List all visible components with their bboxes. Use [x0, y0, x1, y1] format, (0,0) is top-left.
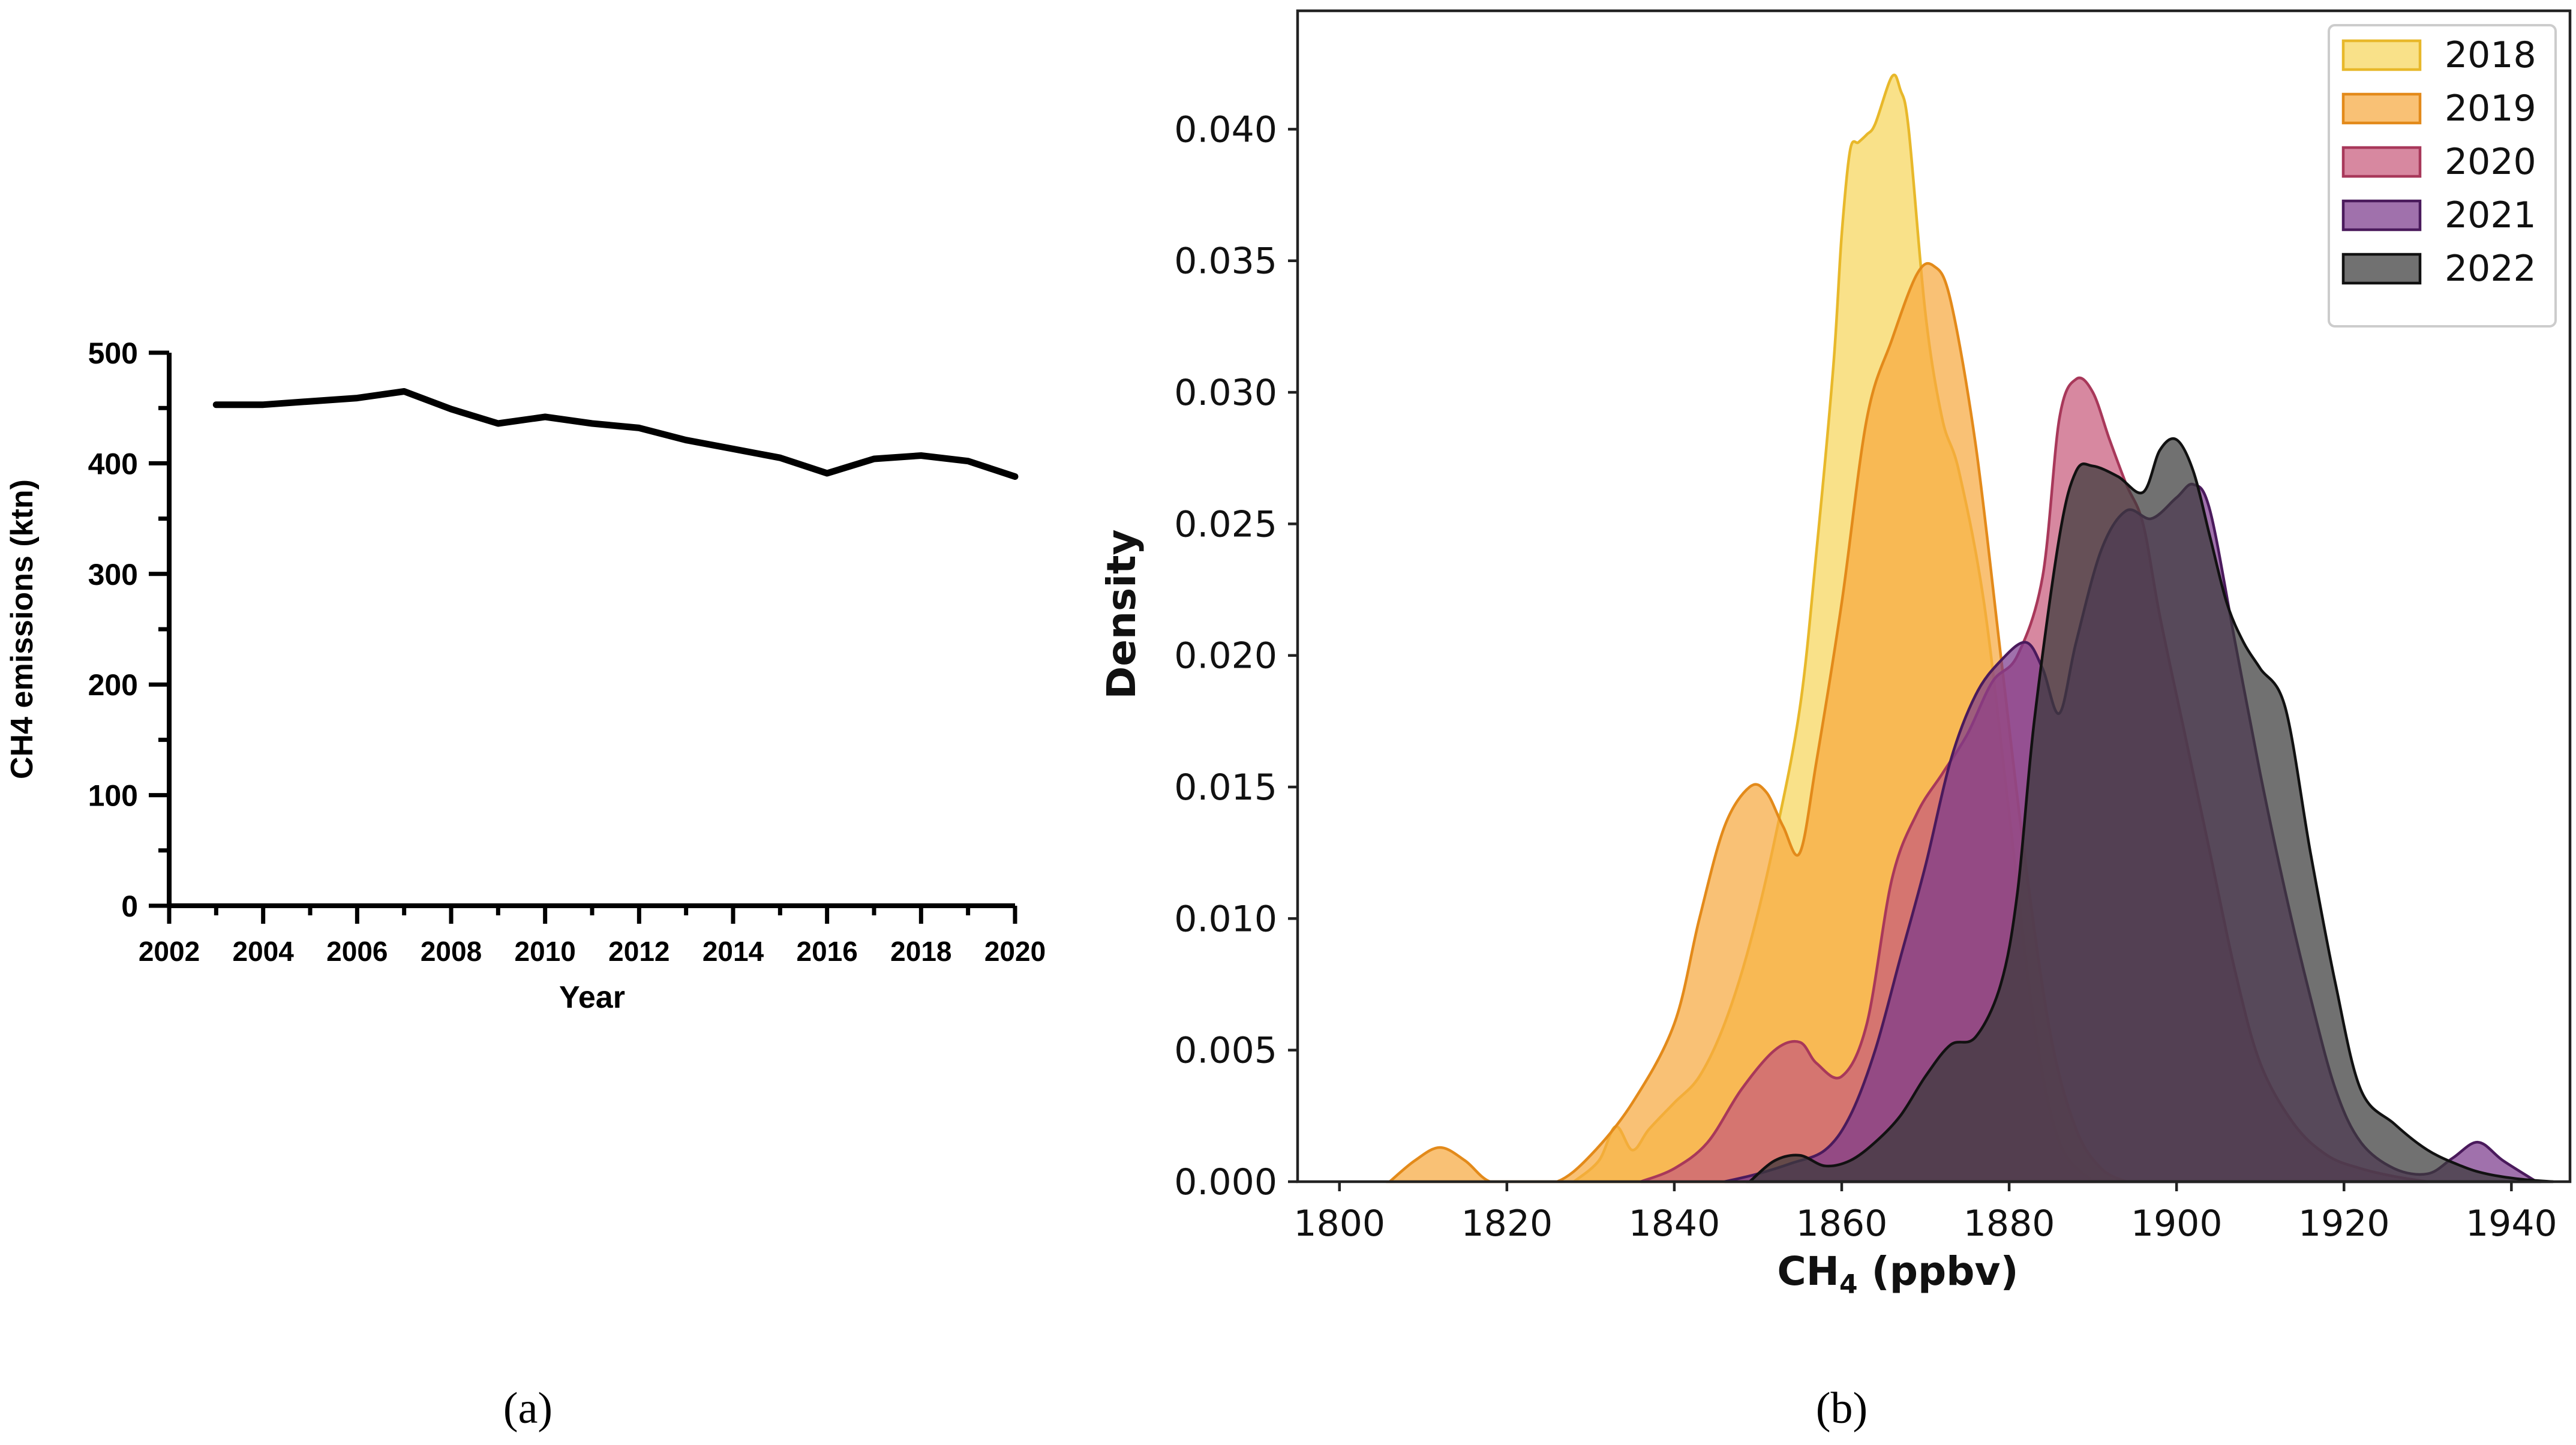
panel-b-x-tick-label: 1940	[2466, 1203, 2557, 1245]
panel-a-x-tick-label: 2014	[702, 936, 764, 967]
legend-swatch-2019	[2341, 92, 2422, 125]
legend-swatch-2018	[2341, 39, 2422, 71]
caption-b: (b)	[1816, 1384, 1868, 1433]
panel-a-x-tick-label: 2006	[326, 936, 388, 967]
legend-label-2019: 2019	[2445, 88, 2536, 130]
panel-a-y-tick-label: 400	[88, 447, 138, 480]
panel-a-x-tick-label: 2010	[514, 936, 575, 967]
panel-b-y-tick-label: 0.000	[1174, 1161, 1277, 1203]
panel-b-y-tick-label: 0.015	[1174, 767, 1277, 809]
panel-b-x-tick-label: 1880	[1963, 1203, 2055, 1245]
panel-a-line-chart: 0 100 200 300 400 500 2002 2004 2006 2008 2010 2012…	[5, 337, 1046, 1015]
panel-b-y-tick-label: 0.030	[1174, 372, 1277, 414]
legend-label-2020: 2020	[2445, 141, 2536, 183]
panel-a-x-tick-label: 2018	[890, 936, 951, 967]
panel-b-x-tick-label: 1840	[1629, 1203, 1721, 1245]
panel-b-y-tick-label: 0.035	[1174, 241, 1277, 283]
panel-a-y-tick-label: 300	[88, 558, 138, 591]
panel-b-y-tick-label: 0.010	[1174, 898, 1277, 940]
panel-a-y-tick-label: 100	[88, 779, 138, 813]
legend-swatch-2021	[2341, 199, 2422, 232]
legend-swatch-2020	[2341, 146, 2422, 178]
panel-b-x-tick-label: 1860	[1796, 1203, 1888, 1245]
density-area-2022	[1746, 437, 2554, 1183]
panel-a-y-tick-label: 0	[121, 890, 138, 923]
panel-a-x-tick-label: 2004	[232, 936, 294, 967]
panel-a-y-axis-label: CH4 emissions (ktn)	[5, 479, 40, 779]
panel-a-x-tick-label: 2002	[139, 936, 200, 967]
panel-b-density-chart: 1800 1820 1840 1860 1880 1900 1920 1940 0.000 0.0…	[1098, 9, 2572, 1300]
panel-b-x-tick-label: 1920	[2298, 1203, 2390, 1245]
panel-b-y-tick-label: 0.005	[1174, 1030, 1277, 1072]
panel-b-y-axis-label: Density	[1098, 529, 1145, 699]
panel-a-x-tick-label: 2020	[984, 936, 1046, 967]
panel-b-legend: 2018 2019 2020 2021 2022	[2328, 24, 2557, 328]
panel-b-y-tick-label: 0.025	[1174, 503, 1277, 545]
legend-label-2021: 2021	[2445, 194, 2536, 236]
caption-a: (a)	[503, 1384, 553, 1433]
panel-b-x-tick-label: 1900	[2131, 1203, 2223, 1245]
panel-b-y-tick-label: 0.040	[1174, 109, 1277, 151]
panel-b-plot-frame	[1296, 9, 2572, 1183]
panel-a-x-tick-label: 2008	[421, 936, 482, 967]
panel-a-y-tick-label: 200	[88, 668, 138, 702]
panel-b-x-tick-label: 1820	[1461, 1203, 1553, 1245]
panel-a-x-tick-label: 2016	[796, 936, 857, 967]
panel-a-y-tick-label: 500	[88, 337, 138, 370]
legend-label-2022: 2022	[2445, 248, 2536, 290]
panel-b-y-tick-label: 0.020	[1174, 635, 1277, 677]
panel-a-x-tick-label: 2012	[608, 936, 669, 967]
panel-b-x-axis-label: CH4 (ppbv)	[1777, 1248, 2018, 1300]
ch4-emissions-line	[212, 388, 1019, 480]
legend-label-2018: 2018	[2445, 34, 2536, 76]
legend-swatch-2022	[2341, 253, 2422, 285]
panel-b-x-tick-label: 1800	[1293, 1203, 1385, 1245]
panel-a-x-axis-label: Year	[559, 980, 625, 1015]
